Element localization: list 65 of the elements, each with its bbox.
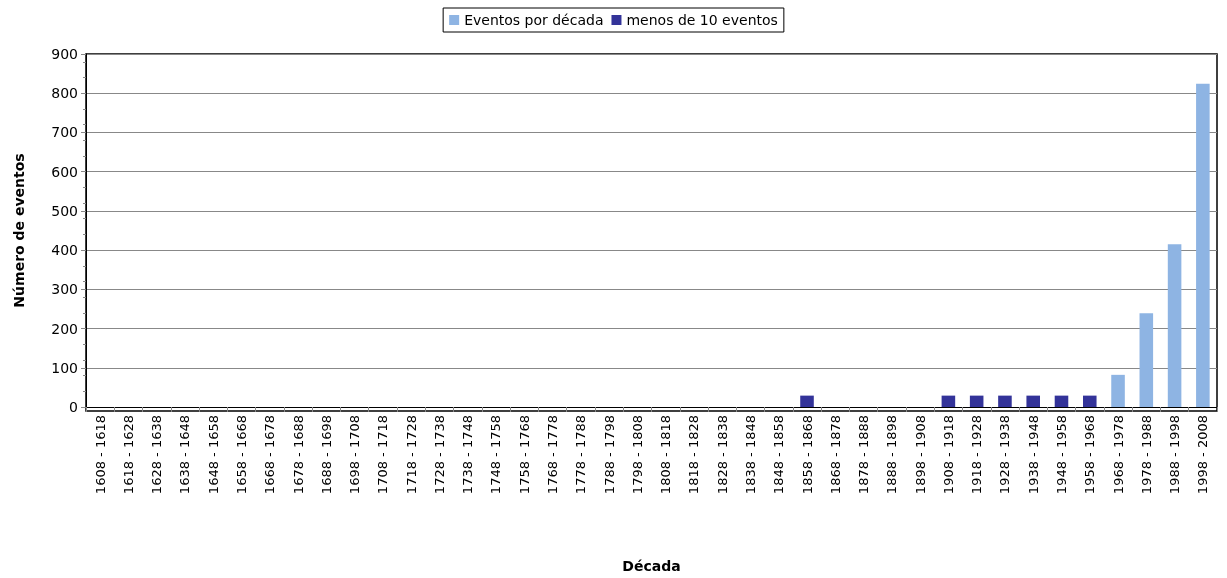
y-axis-title: Número de eventos <box>11 153 27 308</box>
x-tick-label: 1948 - 1958 <box>1053 415 1069 495</box>
bar <box>969 395 984 407</box>
x-tick-label: 1728 - 1738 <box>431 415 447 495</box>
x-tick-label: 1848 - 1858 <box>771 415 787 495</box>
legend-label: menos de 10 eventos <box>626 12 778 28</box>
y-tick-label: 600 <box>51 163 78 180</box>
bar <box>998 395 1012 407</box>
y-tick-label: 800 <box>51 85 78 102</box>
y-tick-label: 500 <box>51 202 78 219</box>
x-tick-label: 1738 - 1748 <box>460 415 476 495</box>
x-tick-label: 1908 - 1918 <box>940 415 956 495</box>
bar <box>1196 83 1210 407</box>
x-tick-label: 1708 - 1718 <box>375 415 391 495</box>
bar <box>1082 395 1097 407</box>
x-tick-label: 1838 - 1848 <box>742 415 758 495</box>
y-tick-label: 700 <box>51 124 78 141</box>
x-tick-label: 1678 - 1688 <box>290 415 306 495</box>
x-axis-title: Década <box>622 558 681 574</box>
y-tick-label: 200 <box>51 320 78 337</box>
x-tick-label: 1828 - 1838 <box>714 415 730 495</box>
bar <box>1167 244 1182 407</box>
x-tick-label: 1688 - 1698 <box>318 415 334 495</box>
x-tick-label: 1758 - 1768 <box>516 415 532 495</box>
x-tick-label: 1918 - 1928 <box>969 415 985 495</box>
x-tick-label: 1898 - 1908 <box>912 415 928 495</box>
x-tick-label: 1608 - 1618 <box>92 415 108 495</box>
x-tick-label: 1748 - 1758 <box>488 415 504 495</box>
bar <box>1054 395 1069 407</box>
bar <box>1111 374 1125 407</box>
legend-label: Eventos por década <box>464 12 604 28</box>
x-tick-label: 1968 - 1978 <box>1110 415 1126 495</box>
x-tick-label: 1868 - 1878 <box>827 415 843 495</box>
x-tick-label: 1768 - 1778 <box>545 415 561 495</box>
x-tick-label: 1698 - 1708 <box>347 415 363 495</box>
x-tick-label: 1778 - 1788 <box>573 415 589 495</box>
bar <box>1026 395 1040 407</box>
x-tick-label: 1628 - 1638 <box>149 415 165 495</box>
y-tick-label: 900 <box>51 46 78 62</box>
x-tick-label: 1638 - 1648 <box>177 415 193 495</box>
x-tick-label: 1618 - 1628 <box>120 415 136 495</box>
x-tick-label: 1938 - 1948 <box>1025 415 1041 495</box>
x-tick-label: 1858 - 1868 <box>799 415 815 495</box>
x-tick-label: 1958 - 1968 <box>1082 415 1098 495</box>
x-tick-label: 1648 - 1658 <box>205 415 221 495</box>
x-tick-label: 1788 - 1798 <box>601 415 617 495</box>
bar <box>941 395 956 407</box>
x-tick-label: 1888 - 1898 <box>884 415 900 495</box>
x-tick-label: 1798 - 1808 <box>629 415 645 495</box>
x-tick-label: 1658 - 1668 <box>234 415 250 495</box>
x-tick-label: 1808 - 1818 <box>658 415 674 495</box>
y-tick-label: 100 <box>51 359 78 376</box>
y-tick-label: 300 <box>51 281 78 298</box>
x-tick-label: 1878 - 1888 <box>856 415 872 495</box>
x-tick-label: 1668 - 1678 <box>262 415 278 495</box>
x-tick-label: 1998 - 2008 <box>1195 415 1211 495</box>
bar <box>1139 313 1154 407</box>
x-tick-label: 1928 - 1938 <box>997 415 1013 495</box>
x-tick-label: 1978 - 1988 <box>1138 415 1154 495</box>
y-tick-label: 400 <box>51 242 78 259</box>
y-tick-label: 0 <box>69 399 78 415</box>
bar <box>800 395 814 407</box>
x-tick-label: 1988 - 1998 <box>1167 415 1183 495</box>
x-tick-label: 1718 - 1728 <box>403 415 419 495</box>
x-tick-label: 1818 - 1828 <box>686 415 702 495</box>
